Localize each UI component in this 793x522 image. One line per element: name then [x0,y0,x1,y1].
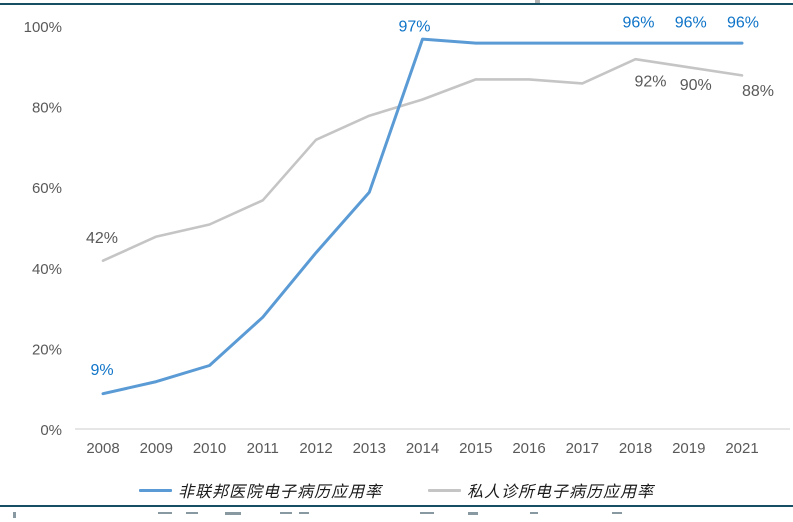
series-line-0 [101,37,744,396]
data-label: 97% [398,19,430,36]
series-line-1 [101,57,744,263]
y-axis-tick-label: 20% [32,341,62,358]
x-axis-tick-label: 2021 [725,440,758,457]
x-axis-tick-label: 2019 [672,440,705,457]
data-label: 9% [90,362,113,379]
y-axis-tick-label: 0% [40,422,62,439]
clipped-text-fragment [13,512,16,518]
x-axis-tick-label: 2011 [247,440,279,457]
x-axis-tick-label: 2016 [512,440,545,457]
x-axis-tick-label: 2014 [406,440,439,457]
y-axis-tick-label: 100% [24,19,62,36]
legend-label: 私人诊所电子病历应用率 [467,482,655,501]
data-label: 88% [742,83,774,100]
clipped-source-text-fragments [0,512,793,522]
x-axis-tick-label: 2008 [86,440,119,457]
data-label: 96% [622,15,654,32]
top-divider [0,3,793,5]
clipped-text-fragment [186,512,198,514]
x-axis-tick-label: 2015 [459,440,492,457]
clipped-text-fragment [225,512,241,515]
clipped-text-fragment [530,512,538,514]
x-axis-tick-label: 2018 [619,440,652,457]
clipped-text-fragment [158,512,172,514]
clipped-text-fragment [280,512,292,514]
x-axis-tick-label: 2017 [566,440,599,457]
clipped-text-fragment [420,512,434,514]
legend-swatch [138,488,172,492]
y-axis-tick-label: 80% [32,100,62,117]
data-label: 42% [86,230,118,247]
x-axis-tick-label: 2009 [140,440,173,457]
x-axis-tick-label: 2013 [353,440,386,457]
chart-legend: 非联邦医院电子病历应用率 私人诊所电子病历应用率 [0,478,793,502]
legend-item-0: 非联邦医院电子病历应用率 [138,478,382,502]
data-label: 96% [727,15,759,32]
clipped-text-fragment [468,512,478,515]
x-axis-tick-label: 2010 [193,440,226,457]
data-label: 96% [675,15,707,32]
data-label: 90% [680,77,712,94]
clipped-text-fragment [299,512,309,514]
clipped-text-fragment-top [535,0,540,3]
legend-item-1: 私人诊所电子病历应用率 [428,478,654,502]
y-axis-tick-label: 60% [32,180,62,197]
clipped-text-fragment [612,512,622,514]
y-axis-tick-label: 40% [32,261,62,278]
legend-label: 非联邦医院电子病历应用率 [177,482,382,501]
x-axis-tick-label: 2012 [299,440,332,457]
bottom-divider [0,505,793,507]
data-label: 92% [634,74,666,91]
legend-swatch [428,488,461,492]
